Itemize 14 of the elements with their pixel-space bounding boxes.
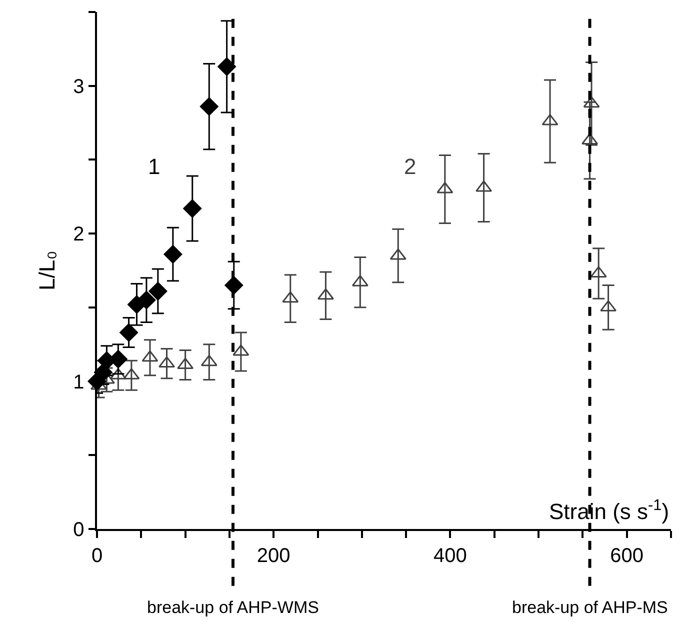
y-axis-title: L/L₀ — [34, 250, 60, 290]
y-tick-label: 3 — [73, 76, 84, 98]
series-label: 1 — [148, 154, 160, 179]
y-tick-label: 0 — [73, 519, 84, 541]
ref-line-label: break-up of AHP-WMS — [147, 598, 319, 617]
y-tick-label: 1 — [73, 371, 84, 394]
ref-line-label: break-up of AHP-MS — [512, 598, 668, 617]
x-tick-label: 0 — [91, 544, 103, 567]
series-label: 2 — [404, 154, 416, 179]
x-tick-label: 600 — [610, 544, 644, 567]
y-tick-label: 2 — [73, 224, 84, 246]
x-tick-label: 200 — [256, 544, 290, 567]
x-tick-label: 400 — [434, 544, 467, 567]
x-axis-title: Strain (s s$^{-1}$) — [549, 497, 670, 524]
